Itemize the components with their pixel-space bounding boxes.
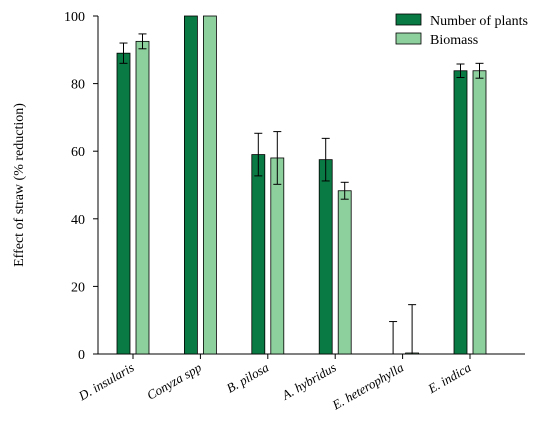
bar-number-of-plants	[318, 159, 333, 355]
bar-number-of-plants	[251, 154, 266, 355]
bar-number-of-plants	[183, 15, 198, 355]
legend-swatch-biomass	[395, 32, 422, 45]
bar-number-of-plants	[453, 70, 468, 355]
category-label: A. hybridus	[278, 360, 338, 403]
category-label: Conyza spp	[144, 359, 204, 402]
legend: Number of plants Biomass	[395, 13, 528, 48]
category-label: E. heterophylla	[329, 359, 407, 413]
bar-number-of-plants	[116, 52, 131, 355]
bars	[116, 15, 487, 355]
bar-biomass	[270, 157, 285, 355]
y-tick-label: 20	[71, 280, 85, 295]
y-tick-label: 0	[78, 348, 85, 363]
bar-biomass	[337, 190, 352, 355]
y-tick-label: 60	[71, 145, 85, 160]
legend-swatch-number-of-plants	[395, 13, 422, 26]
y-ticks: 0 20 40 60 80 100	[64, 10, 98, 363]
bar-biomass	[135, 40, 150, 355]
bar-biomass	[202, 15, 217, 355]
category-label: B. pilosa	[224, 359, 272, 395]
y-tick-label: 100	[64, 10, 85, 25]
category-label: E. indica	[424, 359, 473, 396]
y-axis-label: Effect of straw (% reduction)	[12, 103, 27, 267]
y-tick-label: 80	[71, 78, 85, 93]
category-label: D. insularis	[75, 360, 137, 404]
error-bars	[119, 33, 484, 354]
legend-label-biomass: Biomass	[430, 33, 478, 48]
category-labels: D. insularis Conyza spp B. pilosa A. hybrid…	[75, 354, 474, 413]
bar-biomass	[472, 70, 487, 355]
legend-label-number-of-plants: Number of plants	[430, 14, 528, 29]
y-tick-label: 40	[71, 213, 85, 228]
